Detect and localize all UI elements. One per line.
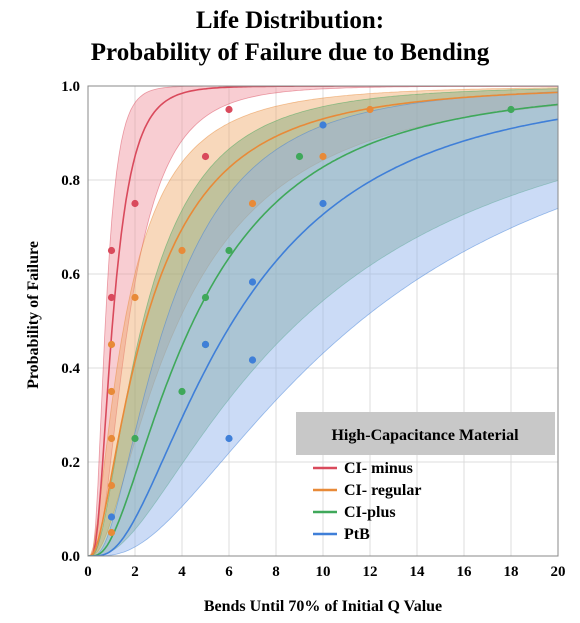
data-point [107, 513, 116, 521]
chart-title-line1: Life Distribution: [195, 7, 385, 34]
y-axis-label: Probability of Failure [25, 241, 42, 389]
band-1 [88, 87, 558, 556]
x-tick-label: 2 [131, 564, 139, 580]
data-point [248, 356, 257, 364]
legend: High-Capacitance Material CI- minus CI- r… [296, 412, 555, 543]
data-point [178, 387, 186, 396]
x-tick-label: 14 [410, 564, 426, 580]
data-point [201, 340, 210, 349]
data-point [366, 105, 374, 114]
legend-label: PtB [344, 526, 370, 543]
x-tick-label: 16 [457, 564, 473, 580]
confidence-bands [88, 86, 558, 556]
data-point [295, 152, 304, 161]
x-tick-label: 6 [225, 564, 233, 580]
x-tick-label: 18 [504, 564, 519, 580]
data-point [131, 293, 139, 302]
data-point [107, 528, 116, 537]
data-points [107, 105, 515, 537]
y-axis-ticks: 0.0 0.2 0.4 0.6 0.8 1.0 [61, 79, 80, 565]
band-2 [88, 88, 558, 556]
data-point [319, 152, 327, 161]
data-point [107, 340, 116, 349]
y-tick-label: 1.0 [61, 79, 80, 95]
data-point [248, 278, 257, 286]
data-point [178, 246, 186, 255]
data-point [107, 387, 116, 396]
x-tick-label: 4 [178, 564, 186, 580]
legend-label: CI- regular [344, 482, 421, 499]
data-point [107, 246, 116, 255]
chart-title-line2: Probability of Failure due to Bending [90, 39, 490, 66]
x-tick-label: 10 [316, 564, 331, 580]
data-point [225, 434, 233, 443]
data-point [319, 121, 327, 129]
data-point [201, 152, 210, 161]
grid [88, 86, 558, 556]
data-point [225, 105, 233, 114]
data-point [319, 199, 327, 208]
data-point [107, 481, 116, 490]
y-tick-label: 0.4 [61, 361, 80, 377]
data-point [248, 199, 257, 208]
legend-title: High-Capacitance Material [331, 427, 519, 444]
x-axis-ticks: 0 2 4 6 8 10 12 14 16 18 20 [84, 564, 565, 580]
data-point [201, 293, 210, 302]
fit-line-2 [88, 103, 558, 556]
data-point [225, 246, 233, 255]
band-0 [88, 86, 558, 556]
data-point [107, 293, 116, 302]
data-point [131, 199, 139, 208]
legend-label: CI-plus [344, 504, 396, 521]
legend-title-box [296, 412, 555, 455]
band-3 [88, 91, 558, 556]
fit-line-3 [88, 118, 558, 556]
x-tick-label: 20 [551, 564, 566, 580]
y-tick-label: 0.2 [61, 455, 80, 471]
plot-frame [87, 85, 559, 557]
x-tick-label: 12 [363, 564, 378, 580]
y-tick-label: 0.8 [61, 173, 80, 189]
data-point [507, 105, 515, 114]
legend-label: CI- minus [344, 460, 413, 477]
y-tick-label: 0.0 [61, 549, 80, 565]
x-axis-label: Bends Until 70% of Initial Q Value [204, 598, 442, 615]
x-tick-label: 8 [272, 564, 280, 580]
data-point [131, 434, 139, 443]
y-tick-label: 0.6 [61, 267, 80, 283]
x-tick-label: 0 [84, 564, 92, 580]
fit-line-1 [88, 91, 558, 556]
data-point [107, 434, 116, 443]
